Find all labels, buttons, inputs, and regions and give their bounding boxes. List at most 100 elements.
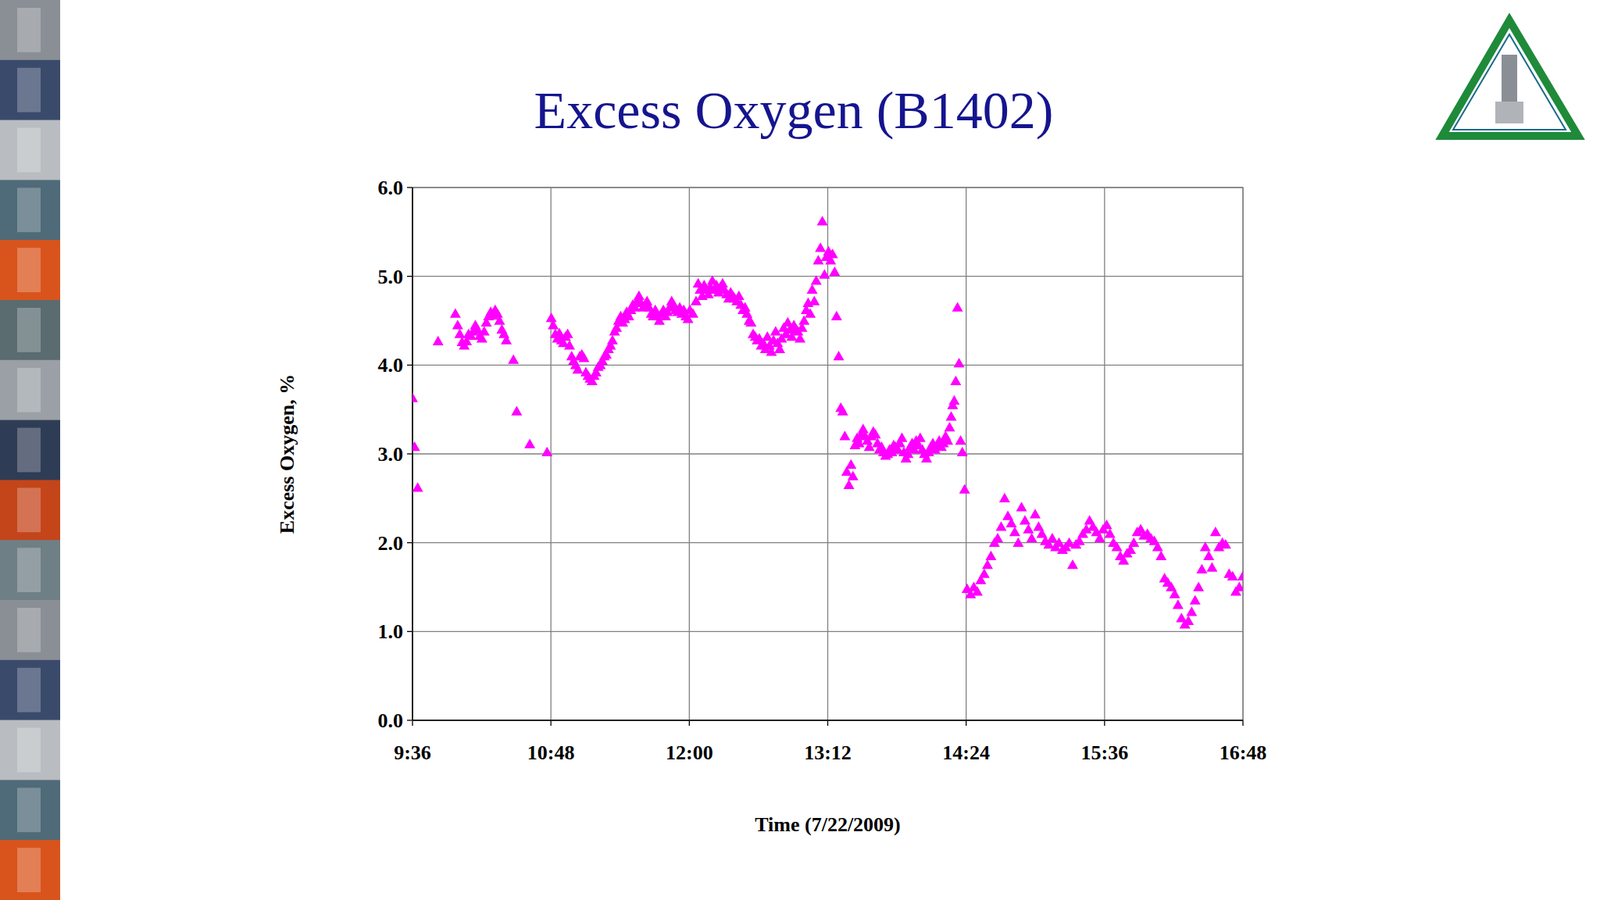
x-grid-line — [411, 187, 413, 721]
y-tick-label: 4.0 — [378, 353, 404, 377]
data-point — [562, 328, 574, 339]
strip-detail — [17, 7, 41, 53]
data-point — [500, 335, 512, 345]
data-point — [1046, 532, 1058, 543]
data-point — [827, 248, 839, 258]
data-point — [412, 482, 424, 492]
x-axis-line — [412, 719, 1243, 722]
data-point — [953, 357, 965, 368]
data-point — [1227, 571, 1239, 581]
data-point — [745, 317, 757, 327]
data-point — [1196, 564, 1208, 574]
ticks: 0.01.02.03.04.05.06.09:3610:4812:0013:12… — [378, 176, 1268, 765]
plot-frame — [412, 187, 1243, 721]
strip-detail — [17, 667, 41, 713]
data-point — [641, 295, 653, 305]
strip-photo — [0, 239, 61, 301]
data-point — [794, 332, 806, 343]
data-point — [687, 307, 699, 318]
data-point — [810, 275, 822, 285]
data-point — [1111, 541, 1123, 551]
data-point — [733, 290, 745, 300]
data-point — [765, 346, 777, 356]
data-point — [1233, 582, 1243, 592]
data-point — [1185, 606, 1197, 616]
data-point — [1029, 508, 1041, 518]
data-point — [607, 335, 618, 345]
data-points — [412, 215, 1243, 629]
logo-inner — [1453, 34, 1566, 130]
strip-detail — [17, 787, 41, 833]
x-tick — [550, 720, 552, 726]
data-point — [959, 483, 971, 493]
y-tick — [407, 719, 413, 721]
data-point — [1206, 561, 1218, 572]
data-point — [808, 295, 820, 305]
data-point — [1220, 539, 1232, 549]
strip-photo — [0, 60, 61, 122]
x-tick — [1103, 720, 1105, 726]
data-point — [1237, 571, 1243, 581]
strip-detail — [17, 367, 41, 413]
x-tick-label: 15:36 — [1080, 741, 1129, 765]
data-point — [1012, 537, 1024, 547]
strip-detail — [17, 67, 41, 113]
data-point — [432, 335, 444, 346]
data-point — [633, 290, 645, 300]
data-point — [498, 328, 510, 339]
data-point — [450, 307, 461, 318]
data-point — [1192, 582, 1204, 592]
data-point — [1200, 541, 1211, 551]
data-point — [857, 423, 869, 433]
data-point — [564, 339, 575, 350]
data-point — [452, 319, 464, 329]
y-tick — [407, 364, 413, 366]
x-tick — [827, 720, 829, 726]
data-point — [493, 315, 505, 325]
logo — [1442, 20, 1579, 136]
x-tick — [1242, 720, 1243, 726]
strip-photo — [0, 479, 61, 541]
data-point — [982, 559, 993, 569]
data-point — [950, 375, 961, 386]
data-point — [1005, 517, 1017, 528]
strip-photo — [0, 420, 61, 482]
data-point — [1094, 532, 1106, 543]
data-point — [454, 328, 466, 339]
data-point — [942, 435, 954, 445]
data-point — [992, 532, 1004, 543]
logo-triangle — [1442, 20, 1579, 136]
strip-photo — [0, 0, 61, 61]
strip-detail — [17, 607, 41, 653]
data-point — [948, 395, 960, 405]
data-point — [944, 421, 956, 432]
data-point — [1101, 519, 1113, 529]
data-point — [412, 392, 418, 402]
strip-detail — [17, 128, 41, 173]
data-point — [945, 410, 957, 421]
strip-detail — [17, 847, 41, 893]
data-point — [524, 438, 536, 448]
strip-photo — [0, 179, 61, 241]
data-point — [843, 479, 855, 490]
data-point — [870, 428, 882, 439]
x-tick-label: 13:12 — [803, 741, 852, 765]
data-point — [814, 242, 826, 252]
y-tick-label: 0.0 — [378, 709, 404, 733]
y-tick — [407, 275, 413, 277]
strip-photo — [0, 300, 61, 361]
strip-photo — [0, 539, 61, 601]
data-point — [1210, 526, 1222, 536]
data-point — [807, 284, 818, 294]
x-grid-line — [1103, 187, 1105, 721]
data-point — [774, 343, 786, 354]
y-axis-line — [411, 187, 414, 721]
data-point — [1128, 537, 1140, 547]
data-point — [1022, 524, 1034, 534]
data-point — [546, 312, 558, 322]
strip-photo — [0, 600, 61, 661]
data-point — [955, 435, 967, 445]
y-tick-label: 6.0 — [378, 176, 404, 200]
strip-photo — [0, 120, 61, 182]
data-point — [1189, 595, 1201, 605]
